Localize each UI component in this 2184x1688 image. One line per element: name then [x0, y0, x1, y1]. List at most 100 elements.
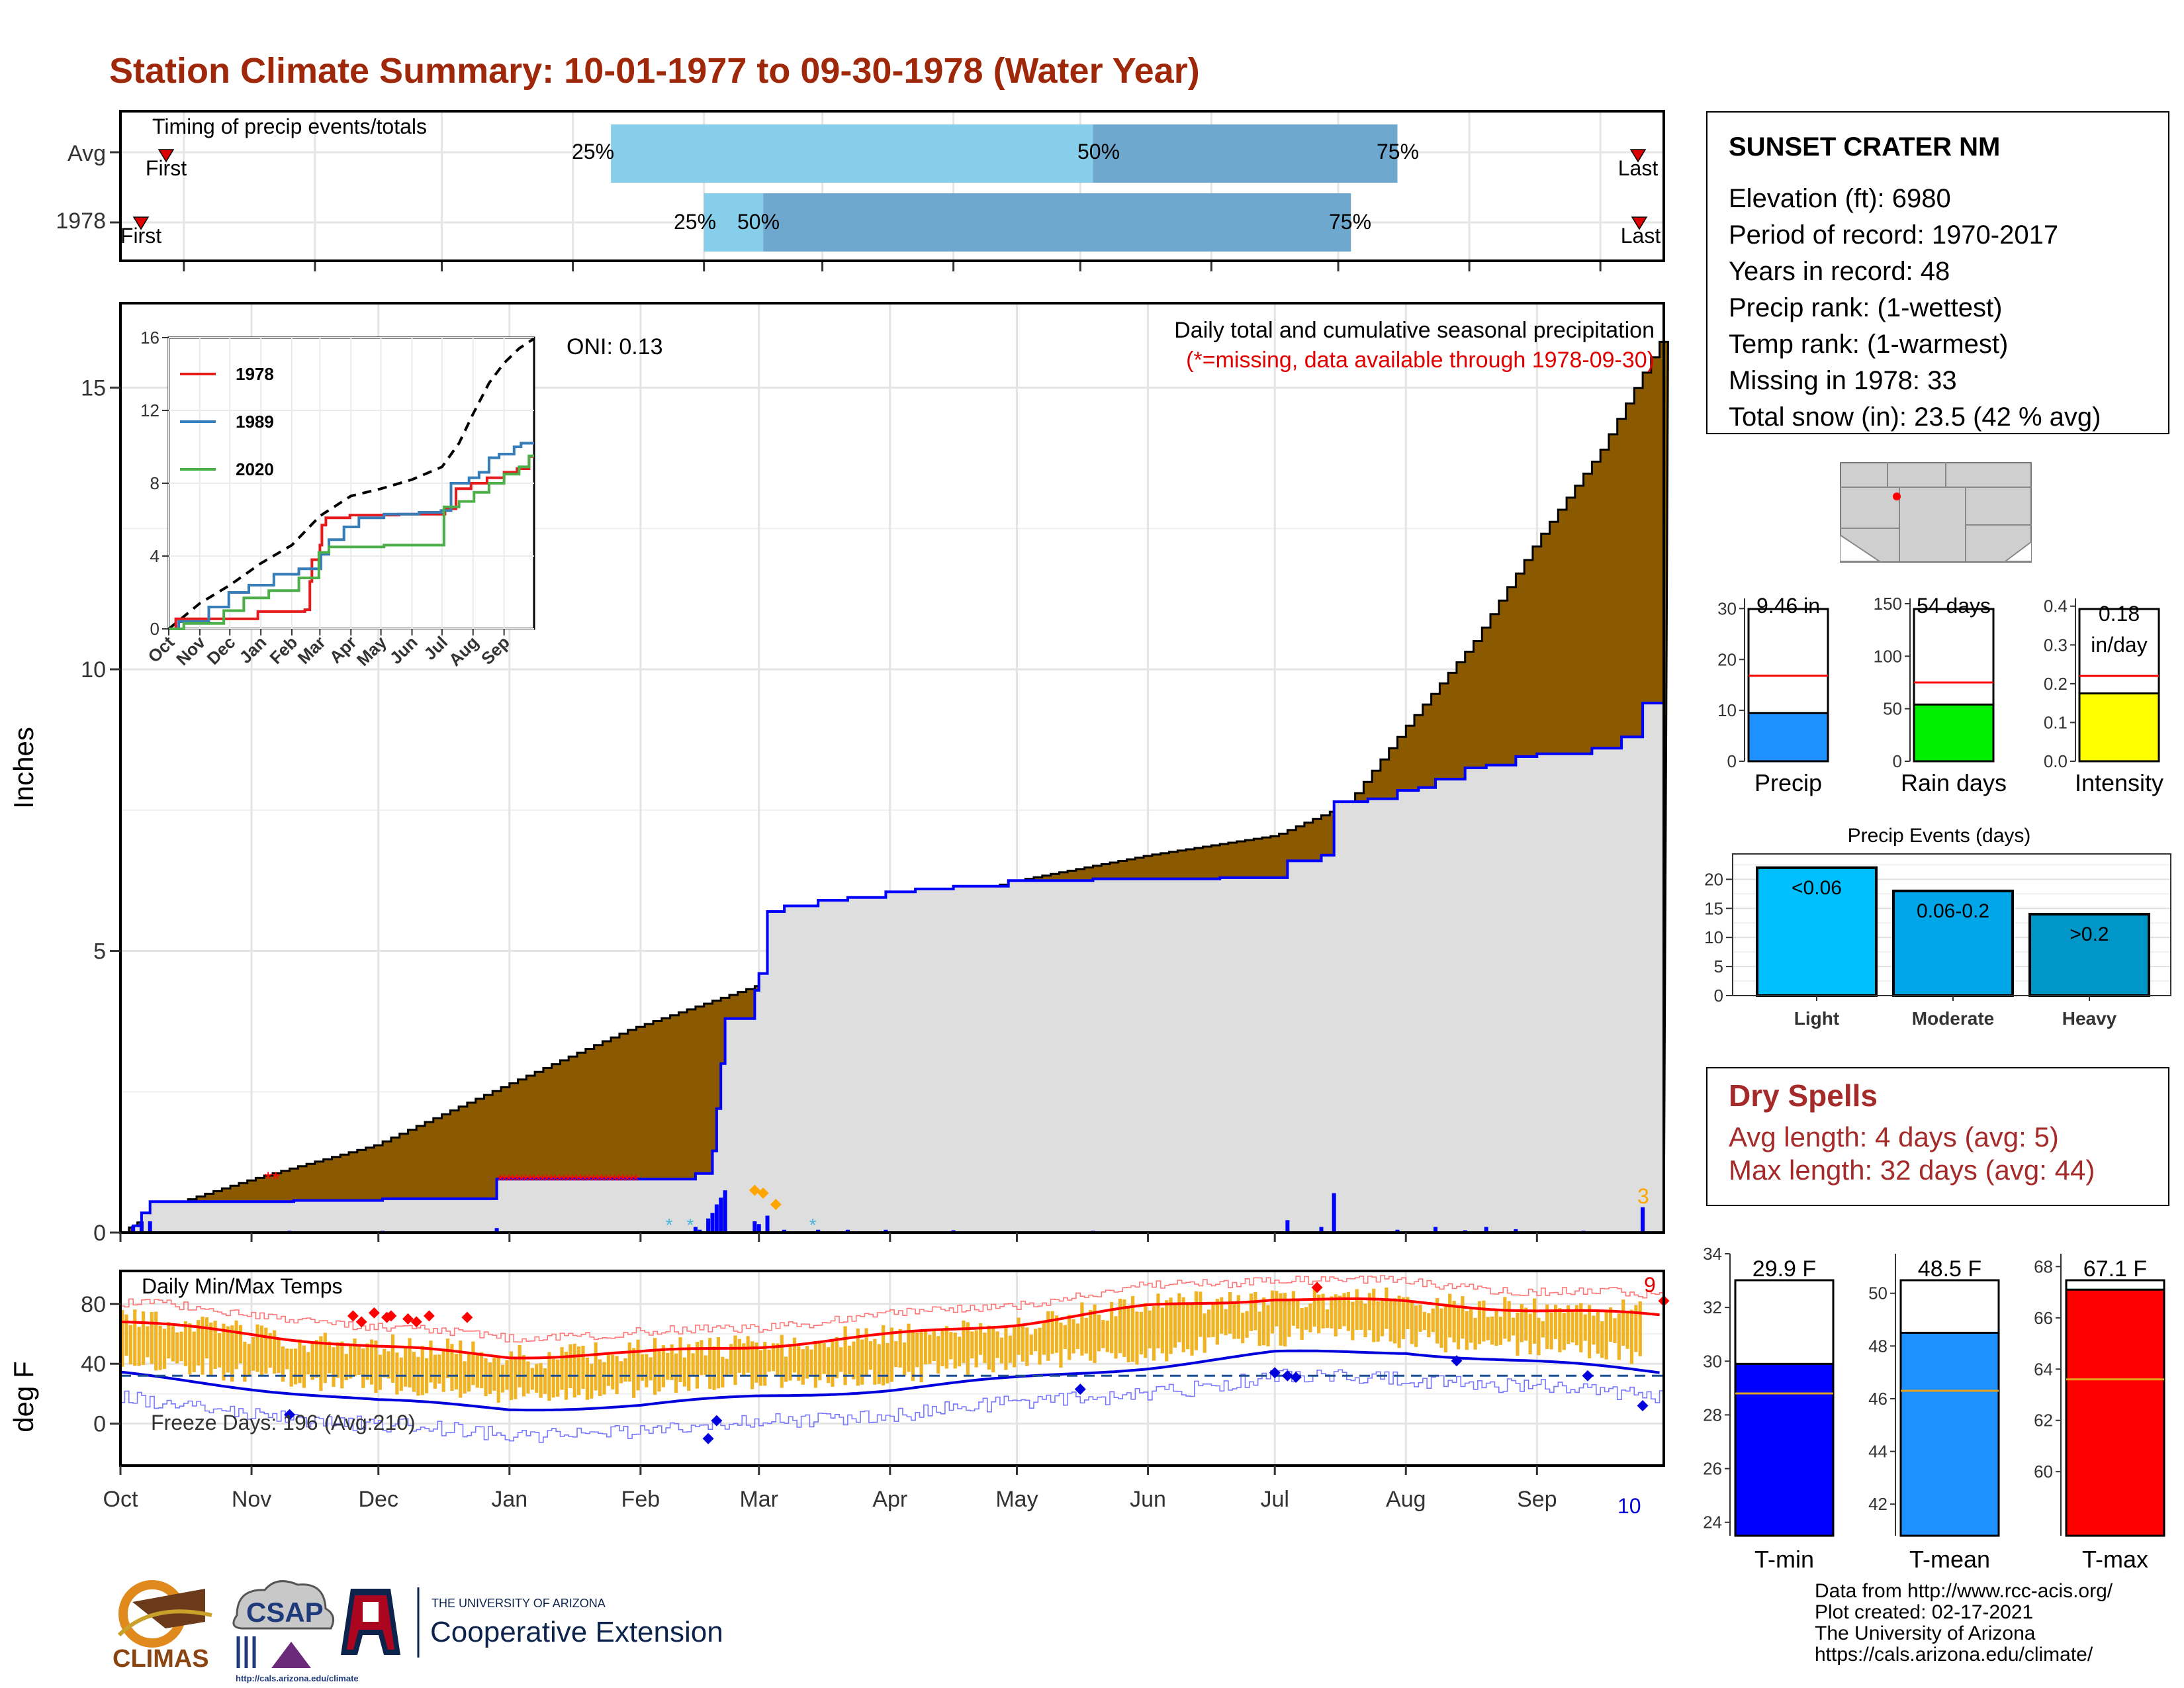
temp-range-bar: [124, 1314, 128, 1356]
temp-range-bar: [1245, 1311, 1249, 1338]
temp-range-bar: [784, 1356, 788, 1382]
station-years: Years in record: 48: [1729, 257, 1950, 286]
legend-label-1978: 1978: [236, 364, 274, 384]
temp-range-bar: [133, 1309, 137, 1366]
missing-marker-jan: *: [514, 1171, 521, 1191]
temp-range-bar: [826, 1347, 831, 1383]
temp-range-bar: [1312, 1288, 1316, 1327]
temp-range-bar: [298, 1339, 302, 1383]
temp-range-bar: [230, 1325, 234, 1382]
tbar-t-mean: [1899, 1331, 2000, 1537]
precip-ytick-label: 0: [93, 1221, 106, 1244]
missing-marker-jan: *: [561, 1171, 567, 1191]
temp-range-bar: [293, 1348, 298, 1385]
avg-last-marker-icon: [1629, 149, 1647, 163]
missing-marker-jan: *: [556, 1171, 563, 1191]
missing-marker-jan: *: [552, 1171, 559, 1191]
year-first-label: First: [120, 224, 161, 248]
events-ytick-label: 5: [1714, 957, 1723, 976]
temp-range-bar: [750, 1341, 754, 1389]
temp-range-bar: [708, 1338, 712, 1389]
temp-range-bar: [1199, 1291, 1203, 1337]
temp-range-bar: [162, 1329, 167, 1370]
temp-range-bar: [894, 1341, 898, 1368]
inset-ytick-label: 12: [140, 400, 159, 420]
temp-range-bar: [1469, 1307, 1473, 1343]
temp-range-bar: [674, 1353, 678, 1393]
inset-ytick-label: 0: [150, 619, 159, 639]
temp-range-bar: [615, 1356, 619, 1395]
year-timing-bar-25-50: [704, 193, 764, 252]
temp-range-bar: [801, 1349, 805, 1385]
temp-range-bar: [1296, 1298, 1300, 1329]
temp-range-bar: [831, 1340, 835, 1387]
temp-range-bar: [974, 1330, 978, 1368]
temp-range-bar: [1075, 1323, 1080, 1349]
temp-range-bar: [958, 1336, 962, 1367]
temp-range-bar: [1351, 1301, 1355, 1340]
chart-title: Station Climate Summary: 10-01-1977 to 0…: [109, 51, 1200, 91]
temp-range-bar: [818, 1342, 822, 1381]
temp-range-bar: [1038, 1327, 1042, 1365]
avg-pct-25: 25%: [572, 140, 614, 164]
temp-range-bar: [171, 1326, 175, 1362]
record-high-marker: [385, 1310, 397, 1322]
temp-range-bar: [243, 1341, 247, 1382]
record-high-marker: [423, 1310, 435, 1322]
temp-range-bar: [234, 1320, 238, 1370]
temp-range-bar: [1203, 1313, 1206, 1353]
precip-daily-bar: [1395, 1229, 1400, 1233]
temp-range-bar: [657, 1350, 661, 1392]
tbar-value-t-max: 67.1 F: [2083, 1256, 2147, 1282]
temp-range-bar: [1456, 1307, 1461, 1350]
inset-xtick-label: Jul: [420, 632, 451, 664]
temp-range-bar: [1406, 1297, 1410, 1330]
temp-range-bar: [627, 1342, 631, 1382]
temp-range-bar: [205, 1317, 208, 1359]
events-category-light: Light: [1794, 1008, 1839, 1029]
freeze-days: Freeze Days: 196 (Avg:210): [151, 1411, 416, 1434]
temp-range-bar: [725, 1358, 729, 1377]
temp-range-bar: [369, 1339, 374, 1385]
events-bar-light: [1756, 866, 1878, 997]
temp-range-bar: [636, 1339, 640, 1391]
temp-range-bar: [492, 1358, 496, 1391]
missing-marker-jan: *: [612, 1171, 618, 1191]
temp-range-bar: [1393, 1298, 1397, 1344]
temp-range-bar: [590, 1364, 594, 1399]
missing-marker-jan: *: [573, 1171, 580, 1191]
temp-range-bar: [611, 1354, 615, 1389]
temp-range-bar: [1613, 1318, 1617, 1343]
temp-range-bar: [873, 1338, 877, 1385]
temp-range-bar: [716, 1336, 721, 1389]
temp-chart: 0 40 80 Oct Nov Dec Jan Feb Mar Apr May Jun Jul Aug S…: [8, 1270, 1670, 1518]
temp-range-bar: [361, 1348, 365, 1388]
temp-range-bar: [167, 1322, 171, 1359]
temp-range-bar: [1516, 1312, 1520, 1356]
temp-range-bar: [645, 1354, 649, 1387]
temp-range-bar: [336, 1342, 340, 1378]
year-cumulative-area: [120, 700, 1665, 1234]
events-ytick-label: 15: [1704, 898, 1723, 918]
temp-range-bar: [721, 1356, 725, 1388]
temp-range-bar: [907, 1323, 911, 1372]
inset-ytick-label: 16: [140, 328, 159, 348]
climas-logo: CLIMAS: [113, 1580, 212, 1673]
legend-label-2020: 2020: [236, 459, 274, 479]
month-label-may: May: [995, 1487, 1038, 1512]
avg-last-label: Last: [1618, 156, 1659, 180]
month-label-feb: Feb: [621, 1487, 660, 1512]
temp-range-bar: [1291, 1291, 1295, 1326]
precip-ytick-label: 10: [81, 657, 106, 682]
intensity-ytick-label: 0.0: [2044, 751, 2068, 771]
temp-range-bar: [1427, 1313, 1431, 1338]
temp-range-bar: [1317, 1294, 1321, 1334]
precip-daily-bar: [1285, 1220, 1290, 1233]
credits: Data from http://www.rcc-acis.org/ Plot …: [1815, 1581, 2113, 1665]
temp-range-bar: [1410, 1301, 1414, 1344]
temp-range-bar: [1638, 1301, 1642, 1356]
precip-daily-bar: [706, 1218, 711, 1233]
year-last-marker-icon: [1631, 216, 1648, 230]
temp-range-bar: [328, 1341, 332, 1374]
missing-marker-jan: *: [497, 1171, 504, 1191]
